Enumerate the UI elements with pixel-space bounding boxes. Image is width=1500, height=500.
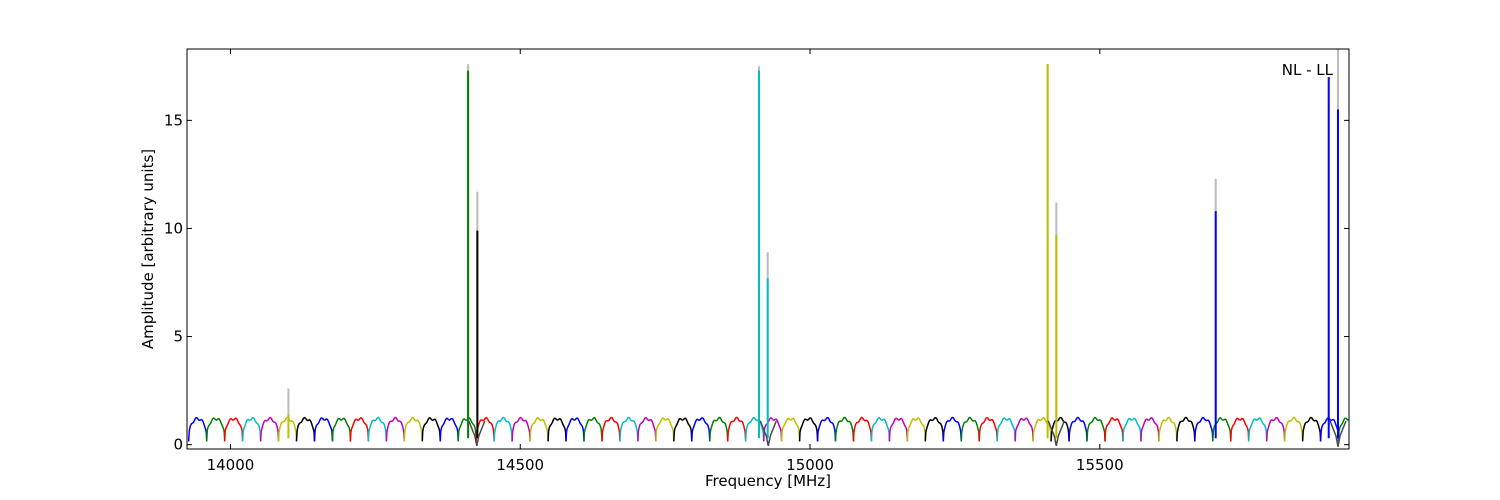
series-segment <box>762 417 783 442</box>
series-segment <box>691 417 711 442</box>
series-segment <box>637 416 657 442</box>
series-segment <box>313 417 334 442</box>
series-segment <box>709 416 729 442</box>
x-axis-ticks: 14000 14500 15000 15500 <box>207 49 1124 474</box>
series-segment <box>1247 417 1268 442</box>
series-segment <box>421 417 442 442</box>
series-segment <box>1283 416 1304 442</box>
series-segment <box>1337 417 1349 442</box>
x-tick-label: 15000 <box>786 456 834 474</box>
y-tick-label: 5 <box>173 328 183 346</box>
series-segment <box>295 416 316 442</box>
series-segment <box>385 416 406 442</box>
series-segment <box>780 417 801 442</box>
series-segment <box>906 417 927 442</box>
series-segment <box>223 417 244 442</box>
series-segment <box>601 416 621 442</box>
x-tick-label: 14000 <box>207 456 255 474</box>
series-segment <box>726 416 747 442</box>
series-segment <box>583 416 603 442</box>
series-segment <box>798 417 819 442</box>
series-segment <box>888 417 909 442</box>
series-layer <box>187 416 1349 442</box>
series-segment <box>205 417 226 442</box>
series-segment <box>529 416 549 442</box>
series-segment <box>673 417 693 442</box>
series-segment <box>1068 416 1088 442</box>
series-segment <box>565 417 585 442</box>
y-tick-label: 15 <box>164 111 183 129</box>
series-segment <box>331 417 352 442</box>
series-segment <box>1050 416 1070 442</box>
x-axis-label: Frequency [MHz] <box>705 472 831 490</box>
series-segment <box>259 416 280 442</box>
series-segment <box>1104 417 1124 442</box>
series-segment <box>942 416 963 442</box>
series-segment <box>547 417 567 442</box>
series-segment <box>978 416 998 442</box>
x-tick-label: 15500 <box>1076 456 1124 474</box>
series-segment <box>1230 417 1250 442</box>
series-segment <box>619 416 639 442</box>
y-axis-ticks: 0 5 10 15 <box>164 111 1349 454</box>
series-segment <box>367 416 388 442</box>
y-tick-label: 0 <box>173 436 183 454</box>
chart-annotation: NL - LL <box>1282 61 1334 79</box>
series-segment <box>1158 416 1178 442</box>
series-segment <box>1301 416 1322 442</box>
dip-mark <box>1329 420 1347 447</box>
dip-mark <box>759 420 777 446</box>
series-segment <box>1140 417 1160 442</box>
series-segment <box>493 416 513 442</box>
peak-layer <box>287 49 1347 447</box>
series-segment <box>1176 416 1196 442</box>
y-axis-label: Amplitude [arbitrary units] <box>139 149 157 349</box>
series-segment <box>439 417 459 442</box>
series-segment <box>475 416 495 442</box>
y-tick-label: 10 <box>164 219 183 237</box>
plot-frame <box>186 48 1350 450</box>
series-segment <box>655 417 675 442</box>
series-segment <box>1122 417 1142 442</box>
series-segment <box>816 416 837 442</box>
dip-mark <box>1047 420 1065 446</box>
series-segment <box>852 416 873 442</box>
series-segment <box>1265 416 1286 442</box>
series-segment <box>241 416 262 442</box>
series-segment <box>1014 417 1034 442</box>
series-segment <box>1086 416 1106 442</box>
series-segment <box>511 416 531 442</box>
series-segment <box>349 417 370 442</box>
series-segment <box>924 416 945 442</box>
series-segment <box>996 417 1016 442</box>
x-tick-label: 14500 <box>496 456 544 474</box>
series-segment <box>187 416 208 442</box>
series-segment <box>870 416 891 442</box>
series-segment <box>960 416 980 442</box>
dip-mark <box>468 420 486 446</box>
series-segment <box>403 416 424 442</box>
series-segment <box>1194 416 1214 442</box>
series-segment <box>834 416 855 442</box>
